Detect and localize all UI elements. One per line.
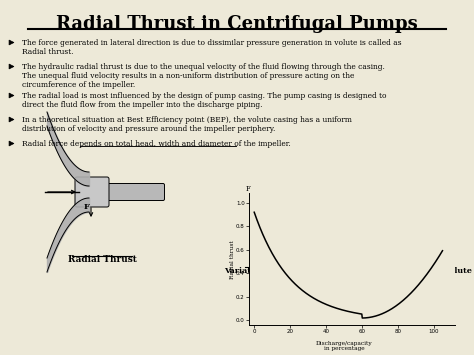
Text: The radial load is most influenced by the design of pump casing. The pump casing: The radial load is most influenced by th… bbox=[22, 92, 386, 109]
Text: Discharge/capacity
in percentage: Discharge/capacity in percentage bbox=[316, 341, 372, 351]
Text: F: F bbox=[84, 203, 90, 211]
Text: F: F bbox=[246, 185, 251, 193]
Text: In a theoretical situation at Best Efficiency point (BEP), the volute casing has: In a theoretical situation at Best Effic… bbox=[22, 116, 352, 133]
FancyBboxPatch shape bbox=[103, 184, 164, 201]
Text: Radial Thrust: Radial Thrust bbox=[68, 255, 137, 264]
Text: casing pump: casing pump bbox=[319, 275, 377, 283]
Text: Radial Thrust in Centrifugal Pumps: Radial Thrust in Centrifugal Pumps bbox=[56, 15, 418, 33]
FancyBboxPatch shape bbox=[75, 177, 109, 207]
Text: The hydraulic radial thrust is due to the unequal velocity of the fluid flowing : The hydraulic radial thrust is due to th… bbox=[22, 63, 385, 89]
Text: Radial force depends on total head, width and diameter of the impeller.: Radial force depends on total head, widt… bbox=[22, 140, 291, 148]
Text: The force generated in lateral direction is due to dissimilar pressure generatio: The force generated in lateral direction… bbox=[22, 39, 401, 56]
Y-axis label: Radial thrust: Radial thrust bbox=[229, 240, 235, 279]
Text: Variation of radial force with discharge in single volute: Variation of radial force with discharge… bbox=[224, 267, 472, 275]
